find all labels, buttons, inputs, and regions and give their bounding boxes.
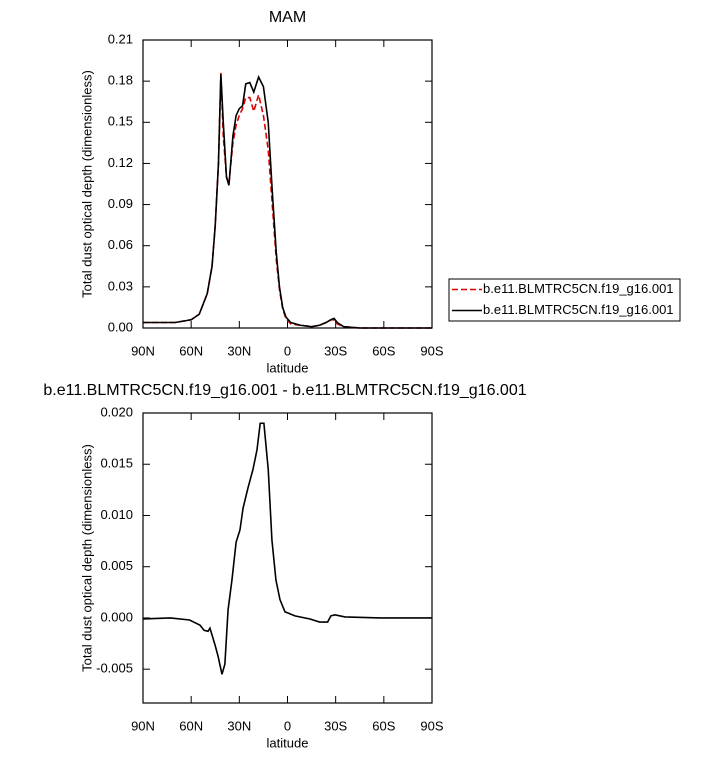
x-tick-label: 60S <box>372 718 395 733</box>
x-tick-label: 30S <box>324 343 347 358</box>
data-line <box>142 422 432 675</box>
y-tick-label: 0.15 <box>108 114 133 129</box>
x-axis-label: latitude <box>267 735 309 750</box>
y-tick-label: 0.00 <box>108 319 133 334</box>
x-tick-label: 30S <box>324 718 347 733</box>
x-tick-label: 0 <box>284 718 291 733</box>
x-tick-label: 60N <box>179 343 203 358</box>
x-axis-label: latitude <box>267 360 309 375</box>
x-tick-label: 0 <box>284 343 291 358</box>
y-tick-label: 0.12 <box>108 155 133 170</box>
y-axis-label: Total dust optical depth (dimensionless) <box>79 444 94 672</box>
data-line <box>143 72 432 329</box>
y-tick-label: 0.005 <box>100 558 133 573</box>
y-tick-label: -0.005 <box>96 661 133 676</box>
y-tick-label: 0.015 <box>100 456 133 471</box>
y-tick-label: 0.03 <box>108 278 133 293</box>
y-tick-label: 0.09 <box>108 196 133 211</box>
y-tick-label: 0.020 <box>100 404 133 419</box>
legend-label: b.e11.BLMTRC5CN.f19_g16.001 <box>483 281 674 296</box>
x-tick-label: 30N <box>227 718 251 733</box>
x-tick-label: 30N <box>227 343 251 358</box>
y-axis-label: Total dust optical depth (dimensionless) <box>79 70 94 298</box>
y-tick-label: 0.21 <box>108 31 133 46</box>
y-tick-label: 0.000 <box>100 609 133 624</box>
x-tick-label: 90N <box>131 718 155 733</box>
plot-frame <box>142 39 433 329</box>
legend-label: b.e11.BLMTRC5CN.f19_g16.001 <box>483 302 674 317</box>
legend-box <box>448 278 681 322</box>
x-tick-label: 90S <box>420 343 443 358</box>
x-tick-label: 60N <box>179 718 203 733</box>
x-tick-label: 90N <box>131 343 155 358</box>
x-tick-label: 90S <box>420 718 443 733</box>
y-tick-label: 0.010 <box>100 507 133 522</box>
chart-title: MAM <box>269 9 306 26</box>
y-tick-label: 0.18 <box>108 73 133 88</box>
plot-frame <box>142 412 433 704</box>
y-tick-label: 0.06 <box>108 237 133 252</box>
data-line <box>143 74 432 329</box>
x-tick-label: 60S <box>372 343 395 358</box>
chart-title: b.e11.BLMTRC5CN.f19_g16.001 - b.e11.BLMT… <box>43 382 526 399</box>
